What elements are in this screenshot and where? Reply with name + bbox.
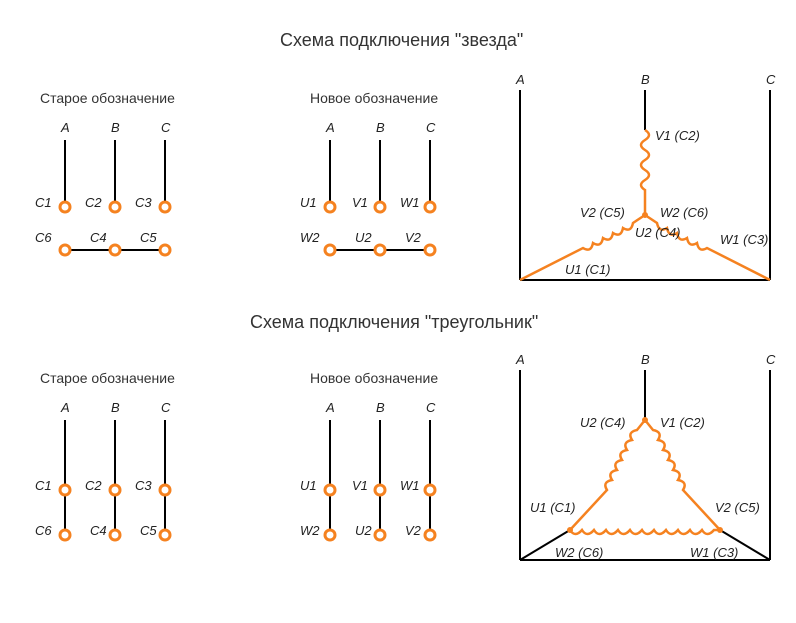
- lbl-Bn: B: [376, 120, 385, 135]
- lbl-c1: C1: [35, 195, 52, 210]
- lbl2-v1: V1: [352, 478, 368, 493]
- lbl-Cn: C: [426, 120, 435, 135]
- lbl-w1: W1: [400, 195, 420, 210]
- lbl2-c4: C4: [90, 523, 107, 538]
- lbl-An: A: [326, 120, 335, 135]
- lbl-A: A: [61, 120, 70, 135]
- diagram-canvas: Схема подключения "звезда" Схема подключ…: [0, 0, 796, 623]
- delta-old-terminals: [60, 420, 170, 540]
- lbl2-v2: V2: [405, 523, 421, 538]
- lbl-dw1d: W1 (C3): [690, 545, 738, 560]
- lbl-dv1: V1 (C2): [655, 128, 700, 143]
- lbl-du2: U2 (C4): [635, 225, 681, 240]
- lbl-dC2: C: [766, 352, 775, 367]
- lbl2-c6: C6: [35, 523, 52, 538]
- lbl-c5: C5: [140, 230, 157, 245]
- lbl2-c3: C3: [135, 478, 152, 493]
- svg-layer: [0, 0, 796, 623]
- lbl-B: B: [111, 120, 120, 135]
- lbl-C: C: [161, 120, 170, 135]
- lbl-An2: A: [326, 400, 335, 415]
- lbl-c2: C2: [85, 195, 102, 210]
- lbl-dB: B: [641, 72, 650, 87]
- star-wye-diagram: [520, 90, 770, 280]
- lbl-dC: C: [766, 72, 775, 87]
- lbl-dv2d: V2 (C5): [715, 500, 760, 515]
- lbl2-u1: U1: [300, 478, 317, 493]
- lbl2-c2: C2: [85, 478, 102, 493]
- lbl-du2d: U2 (C4): [580, 415, 626, 430]
- lbl-dw2d: W2 (C6): [555, 545, 603, 560]
- lbl-Cn2: C: [426, 400, 435, 415]
- lbl-du1: U1 (C1): [565, 262, 611, 277]
- lbl-dA: A: [516, 72, 525, 87]
- lbl-dB2: B: [641, 352, 650, 367]
- lbl-w2: W2: [300, 230, 320, 245]
- lbl-c3: C3: [135, 195, 152, 210]
- lbl-v2: V2: [405, 230, 421, 245]
- lbl-v1: V1: [352, 195, 368, 210]
- lbl-dv2: V2 (C5): [580, 205, 625, 220]
- lbl-c4: C4: [90, 230, 107, 245]
- delta-triangle-diagram: [520, 370, 770, 560]
- lbl2-w2: W2: [300, 523, 320, 538]
- lbl-u2: U2: [355, 230, 372, 245]
- lbl2-u2: U2: [355, 523, 372, 538]
- lbl-B2: B: [111, 400, 120, 415]
- lbl-u1: U1: [300, 195, 317, 210]
- lbl2-c1: C1: [35, 478, 52, 493]
- lbl-dw1: W1 (C3): [720, 232, 768, 247]
- lbl-c6: C6: [35, 230, 52, 245]
- lbl-A2: A: [61, 400, 70, 415]
- lbl-du1d: U1 (C1): [530, 500, 576, 515]
- lbl-dv1d: V1 (C2): [660, 415, 705, 430]
- lbl2-w1: W1: [400, 478, 420, 493]
- lbl-dA2: A: [516, 352, 525, 367]
- lbl-C2: C: [161, 400, 170, 415]
- lbl-dw2: W2 (C6): [660, 205, 708, 220]
- lbl-Bn2: B: [376, 400, 385, 415]
- lbl2-c5: C5: [140, 523, 157, 538]
